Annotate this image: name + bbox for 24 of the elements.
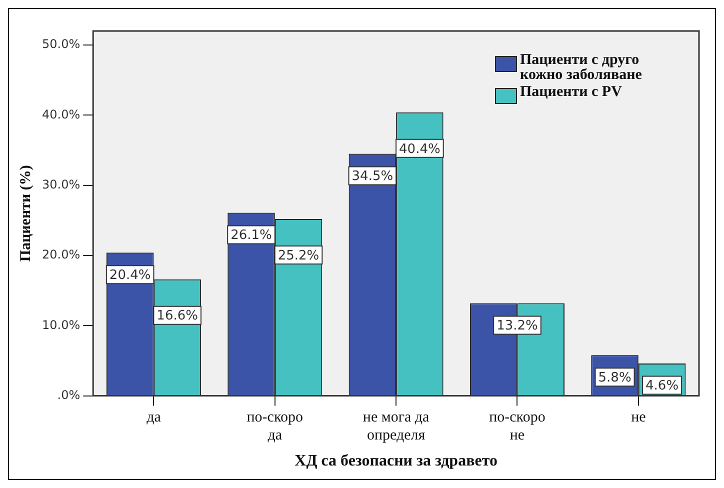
x-tick-label: да bbox=[146, 410, 162, 426]
x-tick-label: по-скоро не bbox=[489, 410, 546, 444]
data-label: 25.2% bbox=[278, 248, 320, 264]
legend-label: Пациенти с друго кожно заболяване bbox=[520, 52, 643, 83]
data-label: 20.4% bbox=[109, 268, 151, 284]
data-label: 5.8% bbox=[598, 370, 632, 386]
x-tick-label: не bbox=[631, 410, 646, 426]
x-tick-label: по-скоро да bbox=[246, 410, 303, 444]
data-label: 16.6% bbox=[156, 308, 198, 324]
y-tick-label: 50.0% bbox=[42, 37, 80, 52]
data-label: 13.2% bbox=[496, 318, 538, 334]
y-tick-label: 40.0% bbox=[42, 107, 80, 122]
y-tick-label: 10.0% bbox=[42, 318, 80, 332]
data-label: 4.6% bbox=[646, 378, 679, 394]
legend-label: Пациенти с PV bbox=[520, 84, 622, 100]
y-tick-label: 30.0% bbox=[42, 177, 80, 192]
data-label: 40.4% bbox=[399, 142, 440, 157]
data-label: 26.1% bbox=[230, 228, 272, 244]
data-label: 34.5% bbox=[352, 169, 394, 184]
y-tick-label: 20.0% bbox=[42, 248, 80, 262]
x-tick-label: не мога да определя bbox=[362, 410, 430, 444]
x-axis-title: ХД са безопасни за здравето bbox=[294, 452, 498, 470]
y-tick-label: .0% bbox=[57, 388, 80, 402]
y-axis-title: Пациенти (%) bbox=[18, 165, 34, 262]
